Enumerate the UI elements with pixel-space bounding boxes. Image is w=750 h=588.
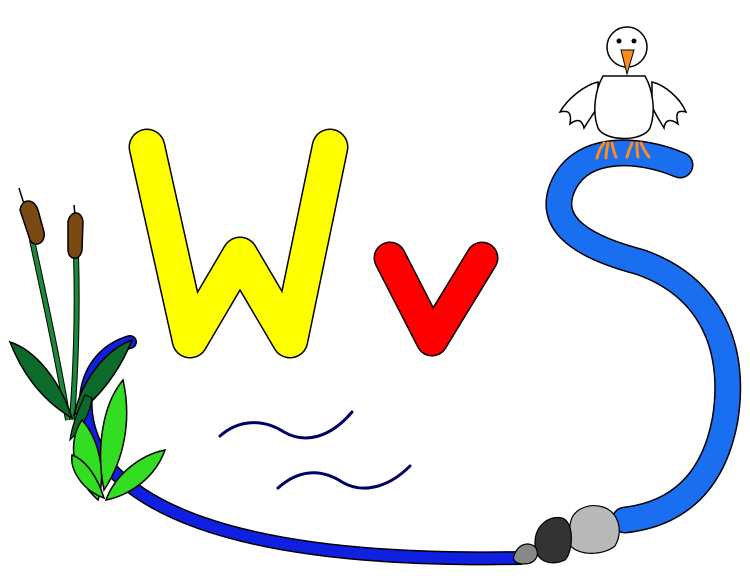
letter-w xyxy=(128,128,349,359)
leaf-cluster-icon xyxy=(71,378,167,502)
bird-foot-right xyxy=(625,141,651,159)
rock-dark xyxy=(534,516,572,564)
ripple-lower xyxy=(276,464,412,490)
bird-icon xyxy=(558,26,688,160)
water-ripple-icon xyxy=(218,410,412,490)
cattail-head-right xyxy=(67,212,84,259)
cattail-leaf-left xyxy=(8,340,74,420)
letter-v-fill xyxy=(375,243,497,355)
bird-feet xyxy=(595,141,651,160)
letter-v xyxy=(373,241,499,357)
river-dark-segment xyxy=(78,335,527,566)
river-dark-segment-fill xyxy=(80,336,526,564)
letter-w-fill xyxy=(130,130,347,357)
bird-eye-left xyxy=(616,38,622,44)
leaf-bright-2 xyxy=(99,378,128,492)
cattail-leaf-mid xyxy=(69,394,93,442)
rock-light xyxy=(569,505,620,554)
bird-body xyxy=(594,75,654,140)
cattail-stem-right-fill xyxy=(70,254,79,421)
leaf-bright-3 xyxy=(104,449,167,502)
rock-icon xyxy=(512,505,620,565)
bird-eye-right xyxy=(631,38,637,44)
river-light-fill xyxy=(546,140,740,532)
cattail-head-left xyxy=(19,200,45,245)
ripple-upper xyxy=(218,410,354,440)
cattail-icon xyxy=(8,187,134,442)
bird-beak xyxy=(620,49,635,76)
bird-foot-left xyxy=(595,141,618,160)
cattail-tip-left xyxy=(18,187,25,205)
leaf-bright-4 xyxy=(71,453,106,500)
bird-wing-right xyxy=(651,81,688,131)
rock-small xyxy=(512,543,538,565)
bird-wing-left xyxy=(558,81,599,130)
